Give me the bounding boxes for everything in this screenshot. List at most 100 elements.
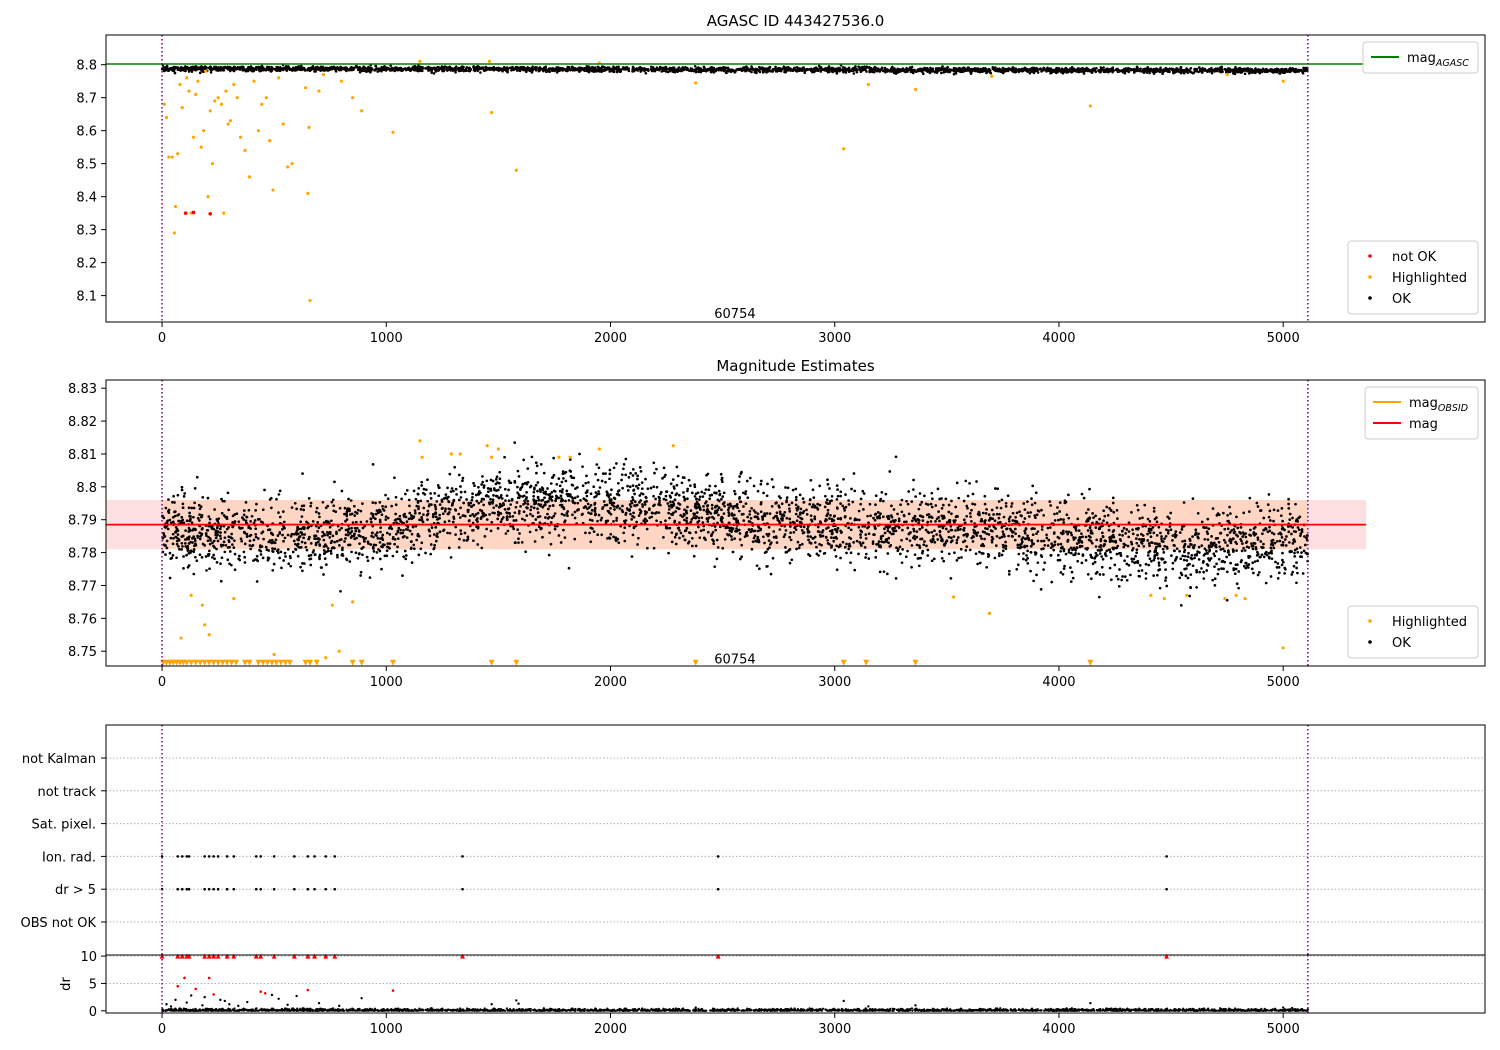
ok-point bbox=[196, 67, 200, 70]
ok-point bbox=[358, 552, 361, 555]
ok-point bbox=[788, 535, 792, 539]
ok-point bbox=[477, 485, 480, 489]
ok-point bbox=[826, 478, 829, 482]
ok-point bbox=[816, 68, 820, 71]
ok-point bbox=[933, 529, 936, 533]
ok-point bbox=[744, 502, 748, 506]
ok-point bbox=[536, 511, 540, 514]
ok-point bbox=[674, 510, 678, 513]
ok-point bbox=[438, 503, 442, 506]
ok-point bbox=[361, 553, 364, 557]
ok-point bbox=[163, 68, 167, 71]
highlighted-point bbox=[694, 81, 698, 85]
ok-point bbox=[329, 549, 333, 553]
ok-point bbox=[865, 65, 869, 68]
ok-point bbox=[1292, 564, 1296, 568]
ok-point bbox=[1135, 537, 1138, 540]
ok-point bbox=[1253, 560, 1257, 563]
ok-point bbox=[750, 547, 754, 551]
ok-point bbox=[894, 455, 898, 459]
ok-point bbox=[459, 532, 463, 536]
ok-point bbox=[1148, 71, 1151, 75]
ok-point bbox=[864, 537, 868, 540]
highlighted-point bbox=[490, 110, 494, 115]
ok-point bbox=[1164, 66, 1168, 70]
ok-point bbox=[632, 511, 635, 515]
ok-point bbox=[480, 500, 483, 503]
ok-point bbox=[712, 539, 715, 543]
ok-point bbox=[855, 70, 859, 74]
ok-point bbox=[583, 66, 587, 70]
highlighted-point bbox=[990, 74, 994, 78]
ok-point bbox=[652, 485, 656, 489]
ok-point bbox=[597, 66, 600, 69]
ok-point bbox=[847, 547, 851, 551]
ok-point bbox=[880, 66, 884, 70]
ok-point bbox=[1288, 518, 1292, 522]
ok-point bbox=[356, 508, 360, 512]
ok-point bbox=[313, 70, 316, 73]
ok-point bbox=[827, 526, 830, 529]
ok-point bbox=[174, 535, 178, 539]
ok-point bbox=[299, 530, 303, 534]
ok-point bbox=[733, 513, 736, 517]
highlighted-point bbox=[173, 204, 178, 209]
ok-point bbox=[861, 489, 865, 493]
ok-point bbox=[803, 71, 807, 75]
y-tick-label: 8.3 bbox=[76, 224, 97, 239]
ok-point bbox=[962, 499, 966, 503]
ok-point bbox=[233, 552, 237, 556]
ok-point bbox=[561, 488, 564, 491]
ok-point bbox=[412, 489, 416, 493]
ok-point bbox=[1140, 569, 1144, 572]
ok-point bbox=[1217, 557, 1221, 561]
ok-point bbox=[1295, 581, 1298, 585]
ok-point bbox=[1157, 561, 1161, 565]
ok-point bbox=[428, 534, 432, 538]
ok-point bbox=[726, 66, 729, 70]
ok-point bbox=[273, 541, 277, 545]
ok-point bbox=[874, 555, 878, 559]
ok-point bbox=[1141, 70, 1144, 73]
ok-point bbox=[574, 67, 578, 70]
ok-point bbox=[205, 569, 208, 572]
ok-point bbox=[1275, 539, 1279, 543]
ok-point bbox=[778, 506, 781, 509]
ok-point bbox=[344, 537, 347, 540]
ok-point bbox=[585, 494, 589, 498]
ok-point bbox=[1084, 535, 1088, 539]
ok-point bbox=[350, 66, 353, 69]
ok-point bbox=[693, 483, 696, 486]
ok-point bbox=[723, 504, 726, 508]
highlighted-point bbox=[238, 135, 243, 139]
ok-point bbox=[1041, 68, 1045, 72]
ok-point bbox=[558, 484, 562, 488]
ok-point bbox=[1115, 508, 1119, 512]
ok-point bbox=[593, 66, 597, 70]
ok-point bbox=[1053, 512, 1056, 516]
legend-label-subscript: AGASC bbox=[1435, 58, 1469, 69]
ok-point bbox=[921, 72, 925, 76]
ok-point bbox=[1290, 532, 1293, 536]
ok-point bbox=[480, 497, 484, 501]
ok-point bbox=[883, 527, 886, 531]
ok-point bbox=[278, 69, 282, 73]
ok-point bbox=[597, 466, 601, 470]
highlighted-point bbox=[271, 188, 275, 192]
highlighted-point bbox=[264, 96, 268, 100]
ok-point bbox=[1227, 67, 1230, 70]
ok-point bbox=[254, 509, 258, 512]
ok-point bbox=[219, 65, 223, 69]
ok-point bbox=[1062, 521, 1066, 524]
ok-point bbox=[443, 520, 447, 524]
ok-point bbox=[1219, 531, 1223, 535]
ok-point bbox=[594, 512, 598, 516]
ok-point bbox=[1118, 69, 1121, 73]
ok-point bbox=[791, 488, 795, 492]
ok-point bbox=[769, 572, 773, 576]
ok-point bbox=[166, 527, 170, 531]
ok-point bbox=[928, 71, 932, 75]
ok-point bbox=[801, 69, 804, 72]
ok-point bbox=[408, 504, 411, 508]
ok-point bbox=[347, 68, 351, 72]
